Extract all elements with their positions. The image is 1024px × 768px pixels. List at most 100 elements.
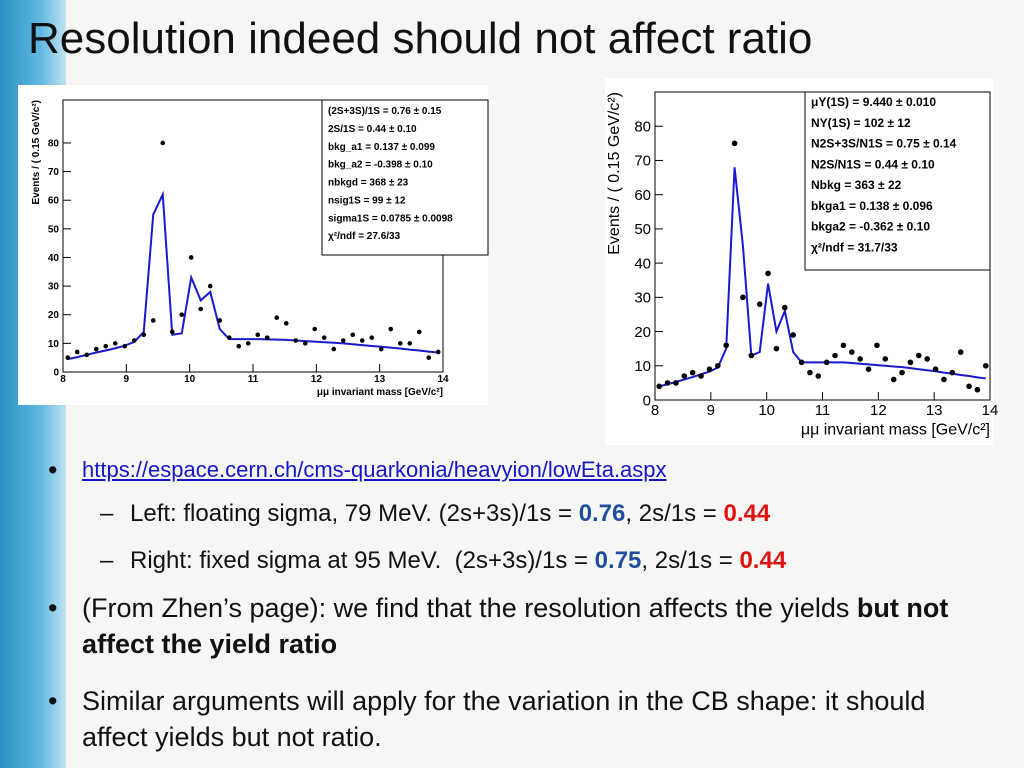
- x-axis-label: μμ invariant mass [GeV/c²]: [317, 387, 443, 398]
- data-point: [264, 335, 270, 340]
- data-point: [907, 359, 914, 366]
- x-tick-label: 13: [926, 402, 943, 419]
- x-tick-label: 12: [870, 402, 887, 419]
- stats-line: bkg_a2 = -0.398 ± 0.10: [328, 160, 433, 171]
- y-tick-label: 10: [634, 358, 651, 375]
- stats-box: [804, 91, 991, 271]
- y-tick-label: 60: [634, 187, 651, 204]
- data-point: [832, 352, 838, 359]
- data-point: [302, 341, 308, 346]
- data-point: [941, 376, 947, 383]
- text: , 2s/1s =: [641, 547, 740, 574]
- stats-line: bkg_a1 = 0.137 ± 0.099: [328, 142, 435, 153]
- stats-line: sigma1S = 0.0785 ± 0.0098: [328, 213, 453, 224]
- y-tick-label: 60: [48, 196, 60, 207]
- y-axis-label: Events / ( 0.15 GeV/c²): [31, 100, 42, 205]
- text: (From Zhen’s page): we find that the res…: [82, 593, 857, 623]
- data-point: [849, 349, 855, 355]
- x-tick-label: 9: [124, 374, 130, 385]
- slide-title: Resolution indeed should not affect rati…: [28, 14, 813, 63]
- data-point: [765, 270, 771, 277]
- data-point: [790, 332, 796, 338]
- x-tick-label: 12: [311, 374, 323, 385]
- x-tick-label: 10: [184, 374, 196, 385]
- data-point: [890, 376, 897, 383]
- data-point: [359, 338, 365, 343]
- data-point: [664, 380, 671, 386]
- x-axis-label: μμ invariant mass [GeV/c²]: [801, 422, 990, 439]
- ratio: 0.76: [578, 500, 626, 527]
- data-point: [131, 338, 137, 343]
- stats-line: bkga2 = -0.362 ± 0.10: [811, 220, 930, 234]
- ratio: 0.44: [739, 547, 787, 574]
- data-point: [426, 355, 432, 360]
- data-point: [874, 342, 880, 349]
- data-point: [882, 356, 889, 362]
- data-point: [340, 338, 346, 343]
- data-point: [673, 380, 679, 386]
- data-point: [84, 352, 90, 358]
- data-point: [160, 140, 166, 146]
- y-tick-label: 0: [643, 392, 651, 409]
- stats-line: χ²/ndf = 27.6/33: [328, 231, 401, 242]
- y-tick-label: 80: [634, 118, 651, 135]
- data-point: [93, 346, 99, 352]
- data-point: [782, 304, 788, 311]
- stats-line: nbkgd = 368 ± 23: [328, 178, 409, 189]
- data-point: [815, 373, 822, 379]
- data-point: [731, 140, 738, 147]
- data-point: [388, 326, 394, 332]
- data-point: [857, 356, 863, 362]
- stats-line: bkga1 = 0.138 ± 0.096: [811, 199, 933, 213]
- text: Similar arguments will apply for the var…: [82, 686, 933, 752]
- data-point: [283, 321, 289, 326]
- fit-curve: [658, 167, 986, 388]
- stats-line: μΥ(1S) = 9.440 ± 0.010: [811, 95, 936, 109]
- data-point: [983, 362, 989, 369]
- data-point: [65, 355, 71, 360]
- data-point: [756, 301, 763, 307]
- data-point: [748, 352, 755, 359]
- data-point: [823, 359, 830, 366]
- data-point: [112, 341, 118, 346]
- data-point: [681, 373, 688, 379]
- x-tick-label: 11: [815, 402, 831, 419]
- data-point: [188, 255, 194, 260]
- data-point: [798, 359, 805, 366]
- data-point: [255, 332, 261, 338]
- y-tick-label: 20: [48, 310, 60, 321]
- data-point: [740, 294, 746, 301]
- stats-line: nsig1S = 99 ± 12: [328, 195, 406, 206]
- text: , 2s/1s =: [625, 500, 724, 527]
- stats-line: N2S/N1S = 0.44 ± 0.10: [811, 157, 935, 171]
- x-tick-label: 14: [982, 402, 999, 419]
- data-point: [715, 362, 721, 369]
- data-point: [274, 315, 280, 320]
- x-tick-label: 10: [758, 402, 775, 419]
- y-tick-label: 30: [634, 290, 651, 307]
- data-point: [293, 338, 299, 343]
- data-point: [245, 341, 251, 346]
- y-tick-label: 70: [634, 153, 651, 170]
- x-tick-label: 11: [248, 374, 259, 385]
- data-point: [236, 343, 242, 349]
- data-point: [974, 386, 981, 393]
- link[interactable]: https://espace.cern.ch/cms-quarkonia/hea…: [82, 457, 667, 482]
- x-tick-label: 13: [374, 374, 386, 385]
- data-point: [899, 369, 905, 376]
- data-point: [321, 335, 327, 340]
- data-point: [966, 383, 972, 390]
- y-axis-label: Events / ( 0.15 GeV/c²): [606, 92, 623, 255]
- data-point: [217, 318, 223, 323]
- y-tick-label: 70: [48, 167, 60, 178]
- data-point: [369, 335, 375, 340]
- stats-line: Nbkg = 363 ± 22: [811, 178, 902, 192]
- y-tick-label: 10: [48, 339, 60, 350]
- data-point: [656, 383, 662, 390]
- data-point: [706, 366, 713, 373]
- y-tick-label: 50: [634, 221, 651, 238]
- x-tick-label: 9: [707, 402, 715, 419]
- data-point: [122, 343, 128, 349]
- data-point: [407, 341, 413, 346]
